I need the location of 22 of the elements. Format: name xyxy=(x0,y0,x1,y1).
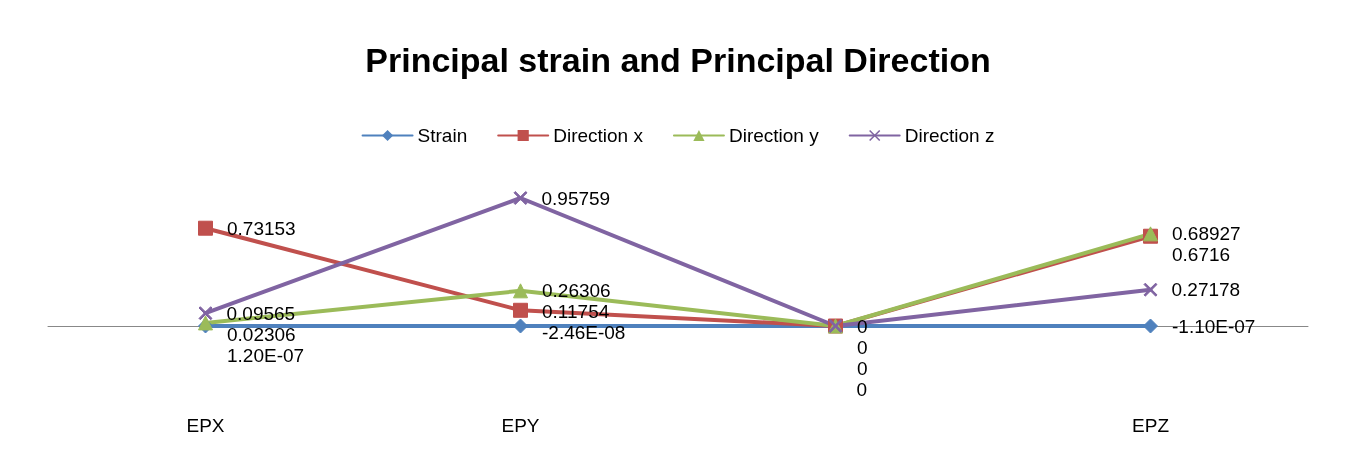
data-label: 0.26306 xyxy=(542,280,611,302)
data-label: 0 xyxy=(857,336,868,358)
data-label: 0.02306 xyxy=(227,323,296,345)
x-tick-label: EPY xyxy=(501,415,540,436)
data-label: 0.95759 xyxy=(541,187,611,209)
legend-label: Direction x xyxy=(553,125,644,146)
data-label: 0.73153 xyxy=(227,217,296,239)
data-label: 0.6716 xyxy=(1172,244,1231,266)
x-tick-label: EPX xyxy=(186,415,225,436)
data-label: 0.27178 xyxy=(1171,279,1241,301)
legend-label: Strain xyxy=(417,125,468,146)
legend-label: Direction y xyxy=(728,125,820,146)
chart-title: Principal strain and Principal Direction xyxy=(365,41,991,79)
data-label: 0 xyxy=(857,357,868,379)
data-label: 0.11754 xyxy=(542,301,610,323)
x-tick-label: EPZ xyxy=(1132,415,1170,436)
data-label: 0.68927 xyxy=(1172,223,1241,245)
data-label: 0 xyxy=(856,378,868,400)
legend-label: Direction z xyxy=(904,125,995,146)
data-label: 1.20E-07 xyxy=(227,344,305,366)
data-label: -2.46E-08 xyxy=(542,322,626,344)
data-label: -1.10E-07 xyxy=(1172,315,1256,337)
